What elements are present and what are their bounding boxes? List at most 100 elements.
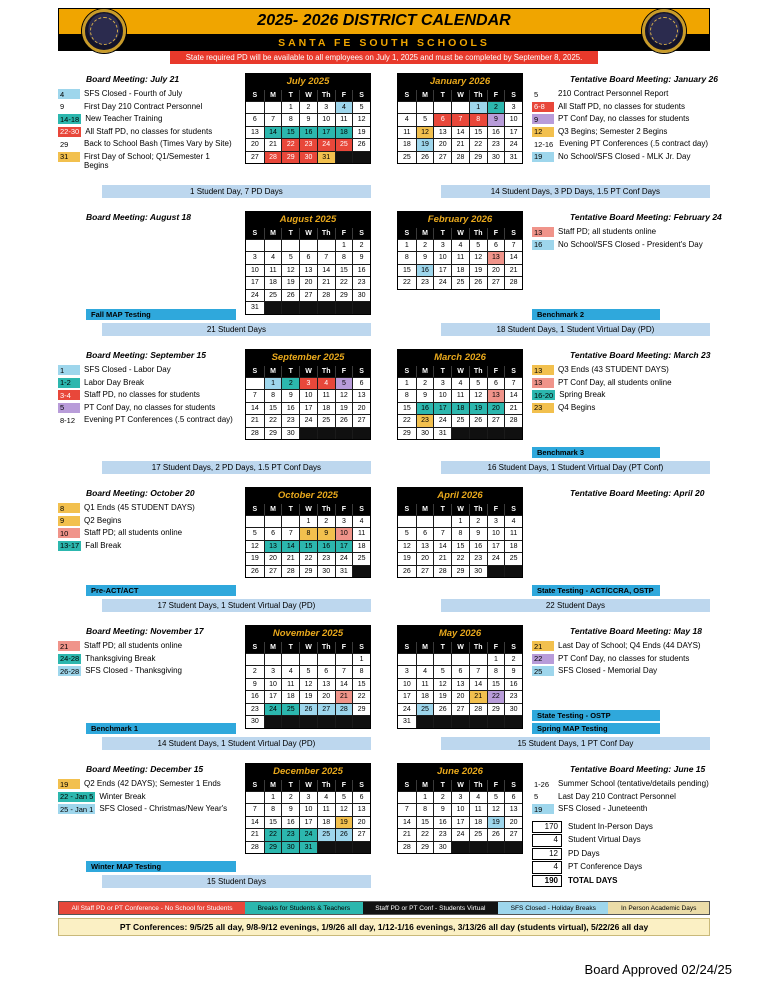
calendar-month-title: November 2025 — [246, 626, 370, 642]
day-cell-3: 3 — [504, 100, 522, 113]
testing-bar: Benchmark 2 — [532, 309, 661, 320]
day-cell-4: 4 — [352, 514, 370, 527]
day-cell-18: 18 — [468, 815, 487, 828]
month-summary: 14 Student Days, 3 PD Days, 1.5 PT Conf … — [440, 185, 710, 198]
day-header-t: T — [433, 90, 451, 101]
calendar-grid: 1 2 3 4 5 6 7 8 9 10 11 12 13 14 15 16 17 18 19 20 21 22 23 24 2… — [246, 514, 370, 577]
day-header-f: F — [486, 90, 505, 101]
empty-cell — [504, 564, 522, 577]
day-cell-28: 28 — [334, 702, 353, 715]
day-cell-31: 31 — [433, 426, 452, 439]
day-cell-12: 12 — [398, 539, 416, 552]
event-date-badge: 24-28 — [58, 653, 82, 664]
day-cell-28: 28 — [451, 150, 469, 163]
calendar-month-title: January 2026 — [398, 74, 522, 90]
empty-cell — [246, 376, 264, 389]
empty-cell — [486, 840, 505, 853]
day-cell-6: 6 — [451, 665, 469, 678]
day-cell-14: 14 — [504, 251, 522, 264]
board-meeting-note: Tentative Board Meeting: March 23 — [570, 350, 711, 360]
day-header-t: T — [281, 228, 299, 239]
day-cell-12: 12 — [281, 263, 300, 276]
day-cell-21: 21 — [433, 552, 452, 565]
day-cell-24: 24 — [398, 702, 416, 715]
day-cell-29: 29 — [334, 288, 353, 301]
day-cell-21: 21 — [468, 690, 487, 703]
day-cell-4: 4 — [316, 376, 335, 389]
day-cell-18: 18 — [504, 539, 522, 552]
event-label: SFS Closed - Christmas/New Year's — [99, 804, 228, 813]
month-notes-september-2025: Board Meeting: September 15 1 SFS Closed -… — [58, 349, 236, 458]
board-meeting-note: Tentative Board Meeting: April 20 — [570, 488, 705, 498]
day-cell-11: 11 — [281, 677, 300, 690]
day-cell-15: 15 — [486, 677, 505, 690]
event-label: Labor Day Break — [84, 377, 145, 387]
day-header-th: Th — [468, 780, 487, 791]
day-cell-15: 15 — [263, 401, 282, 414]
calendar-june-2026: June 2026 S M T W Th F S 1 2 3 4 5 6 7 8 9 10 11 12 13 14 15 16… — [397, 763, 523, 854]
day-cell-12: 12 — [246, 539, 264, 552]
day-header-w: W — [451, 228, 469, 239]
day-cell-22: 22 — [398, 276, 416, 289]
event-date-badge: 16 — [532, 239, 554, 250]
day-cell-4: 4 — [316, 790, 335, 803]
totals-number: 170 — [532, 820, 562, 833]
legend-item-breaks-for-students-teachers: Breaks for Students & Teachers — [245, 902, 363, 914]
month-content: Board Meeting: September 15 1 SFS Closed -… — [58, 349, 371, 458]
month-block-july-2025: Board Meeting: July 21 4 SFS Closed - Four… — [58, 73, 371, 198]
day-header-s: S — [252, 505, 258, 513]
month-content: Board Meeting: December 15 19 Q2 Ends (42 … — [58, 763, 371, 872]
calendar-day-header-row: S M T W Th F S — [398, 504, 522, 515]
event-date-badge: 5 — [58, 402, 80, 413]
event-date-badge: 1-26 — [534, 779, 550, 789]
day-header-s: S — [404, 505, 410, 513]
totals-label: Student Virtual Days — [568, 835, 641, 844]
school-crest-logo-right — [642, 9, 686, 53]
day-cell-10: 10 — [299, 803, 317, 816]
day-cell-28: 28 — [246, 840, 264, 853]
calendar-title: 2025- 2026 DISTRICT CALENDAR — [58, 8, 710, 35]
event-row: 16 No School/SFS Closed - President's Day — [532, 239, 710, 250]
event-date-badge: 25 — [532, 666, 554, 676]
day-cell-10: 10 — [246, 263, 264, 276]
testing-bar: State Testing - OSTP — [532, 710, 661, 721]
event-label: Spring Break — [559, 390, 606, 399]
empty-cell — [486, 564, 505, 577]
day-cell-23: 23 — [352, 276, 370, 289]
event-label: Last Day of School; Q4 Ends (44 DAYS) — [558, 641, 701, 650]
event-label: PT Conf Day, all students online — [558, 377, 672, 387]
event-row: 19 No School/SFS Closed - MLK Jr. Day — [532, 151, 710, 162]
day-cell-28: 28 — [316, 288, 335, 301]
empty-cell — [451, 100, 469, 113]
day-header-s: S — [352, 780, 370, 791]
spacer — [58, 428, 236, 459]
day-header-th: Th — [316, 642, 335, 653]
day-header-f: F — [486, 366, 505, 377]
day-cell-12: 12 — [334, 389, 353, 402]
calendar-october-2025: October 2025 S M T W Th F S 1 2 3 4 5 6 7 8 9 10 11 12 13 14 1… — [245, 487, 371, 578]
day-header-t: T — [281, 780, 299, 791]
day-cell-2: 2 — [486, 100, 505, 113]
empty-cell — [299, 652, 317, 665]
empty-cell — [246, 652, 264, 665]
month-content: April 2026 S M T W Th F S 1 2 3 4 5 6 7 8 9 10 11 12 13 14 15 1… — [397, 487, 710, 596]
day-cell-9: 9 — [486, 113, 505, 126]
day-header-f: F — [334, 366, 353, 377]
day-cell-7: 7 — [246, 389, 264, 402]
month-summary: 1 Student Day, 7 PD Days — [101, 185, 371, 198]
day-cell-5: 5 — [486, 790, 505, 803]
day-cell-28: 28 — [246, 426, 264, 439]
month-summary: 17 Student Days, 2 PD Days, 1.5 PT Conf … — [101, 461, 371, 474]
month-content: Board Meeting: July 21 4 SFS Closed - Four… — [58, 73, 371, 182]
day-cell-27: 27 — [486, 276, 505, 289]
empty-cell — [316, 238, 335, 251]
day-cell-21: 21 — [398, 828, 416, 841]
day-cell-28: 28 — [504, 414, 522, 427]
day-cell-20: 20 — [486, 263, 505, 276]
day-header-th: Th — [316, 780, 335, 791]
day-cell-5: 5 — [281, 251, 300, 264]
day-header-m: M — [415, 90, 434, 101]
board-meeting-note: Board Meeting: September 15 — [86, 350, 206, 360]
event-row: 12 Q3 Begins; Semester 2 Begins — [532, 126, 710, 137]
day-cell-19: 19 — [468, 263, 487, 276]
